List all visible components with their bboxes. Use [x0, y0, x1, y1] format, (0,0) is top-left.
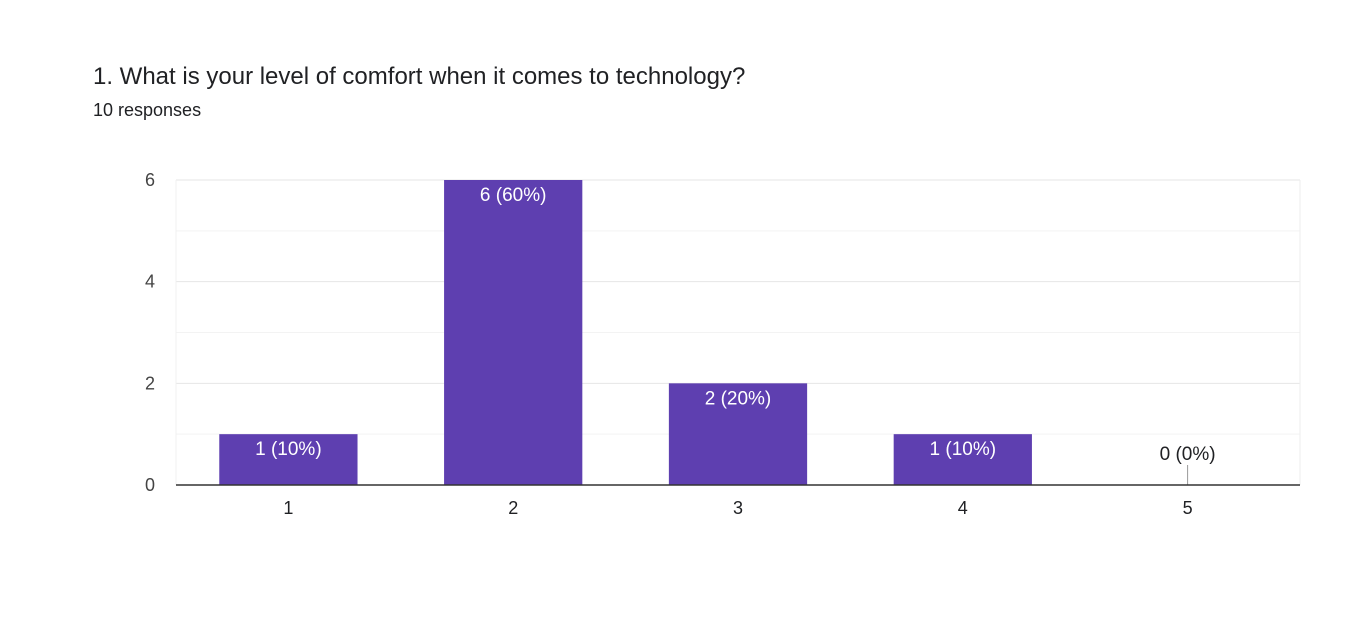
- bar: [893, 434, 1032, 485]
- y-tick-label: 2: [145, 373, 155, 393]
- x-tick-label: 4: [958, 498, 968, 518]
- bar: [444, 180, 583, 485]
- bar: [668, 383, 808, 485]
- x-tick-label: 3: [733, 498, 743, 518]
- x-tick-label: 2: [508, 498, 518, 518]
- chart-header: 1. What is your level of comfort when it…: [93, 60, 745, 122]
- bar-value-label: 1 (10%): [255, 439, 322, 460]
- y-tick-label: 4: [145, 272, 155, 292]
- y-axis-ticks: 0 2 4 6: [145, 170, 155, 495]
- bar-value-label: 2 (20%): [705, 388, 772, 409]
- bars: 1 (10%) 6 (60%) 2 (20%) 1 (10%) 0 (0%): [219, 180, 1216, 485]
- bar-value-label: 1 (10%): [930, 439, 997, 460]
- response-count: 10 responses: [93, 100, 202, 120]
- x-axis-ticks: 1 2 3 4 5: [283, 498, 1192, 518]
- y-tick-label: 6: [145, 170, 155, 190]
- y-tick-label: 0: [145, 475, 155, 495]
- bar-value-label: 6 (60%): [480, 185, 547, 206]
- question-title: 1. What is your level of comfort when it…: [93, 63, 746, 90]
- x-tick-label: 1: [283, 498, 293, 518]
- bar-value-label: 0 (0%): [1160, 444, 1216, 465]
- x-tick-label: 5: [1183, 498, 1193, 518]
- bar: [219, 434, 358, 485]
